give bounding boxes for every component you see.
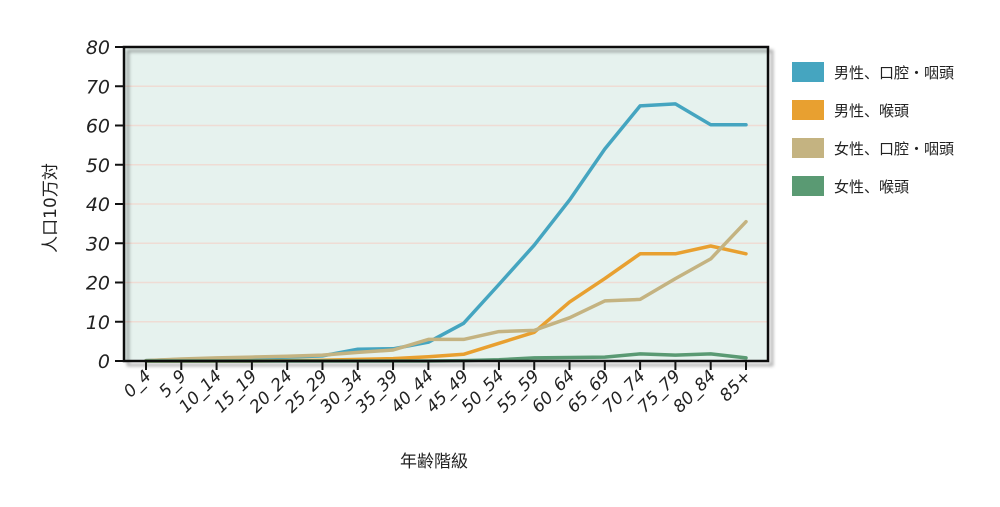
x-tick-label: 0_4 — [120, 366, 155, 401]
y-tick-label: 80 — [86, 37, 110, 59]
y-tick-label: 40 — [86, 194, 110, 216]
legend-label: 男性、喉頭 — [834, 102, 909, 120]
gridlines — [124, 85, 768, 323]
series-line — [144, 219, 748, 363]
y-tick-label: 30 — [86, 233, 110, 255]
legend-swatch — [792, 100, 824, 120]
legend-swatch — [792, 62, 824, 82]
legend-swatch — [792, 176, 824, 196]
y-tick-label: 20 — [86, 273, 110, 295]
y-tick-label: 70 — [86, 76, 110, 98]
legend-label: 女性、喉頭 — [834, 178, 909, 196]
legend-label: 女性、口腔・咽頭 — [834, 140, 954, 158]
y-tick-label: 60 — [86, 116, 110, 138]
y-tick-label: 10 — [86, 312, 110, 334]
y-axis: 0 10 20 30 40 50 60 70 80 — [86, 37, 124, 373]
y-tick-label: 50 — [86, 155, 110, 177]
x-tick-label: 85+ — [716, 366, 756, 406]
legend-swatch — [792, 138, 824, 158]
y-tick-label: 0 — [98, 351, 110, 373]
x-axis-title: 年齢階級 — [400, 452, 468, 472]
x-axis: 0_4 5_910_1415_1920_2425_2930_3435_3940_4… — [120, 361, 756, 417]
legend-label: 男性、口腔・咽頭 — [834, 64, 954, 82]
y-axis-title: 人口10万対 — [41, 163, 61, 253]
